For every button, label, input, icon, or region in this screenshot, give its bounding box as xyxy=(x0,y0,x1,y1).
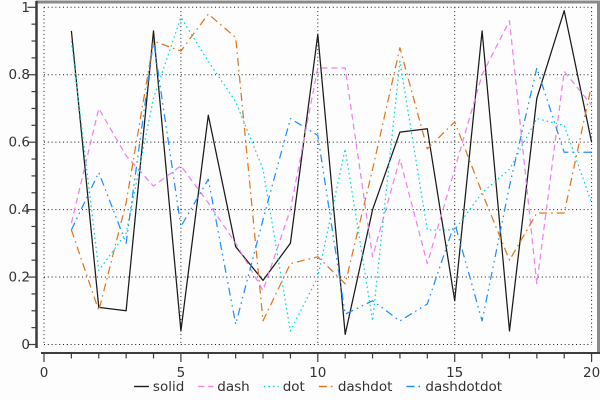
series-line-dash xyxy=(70,20,593,292)
legend-label-dashdot: dashdot xyxy=(338,379,393,395)
x-tick-label: 15 xyxy=(446,365,463,381)
y-tick-label: 0.8 xyxy=(9,67,30,83)
y-tick-label: 0 xyxy=(21,337,30,353)
series-line-dashdot xyxy=(70,13,593,322)
x-tick-label: 0 xyxy=(40,365,49,381)
y-tick-label: 0.6 xyxy=(9,135,30,151)
legend: solid dash dot dashdot dashdotdot xyxy=(133,379,502,395)
gridlines xyxy=(43,6,593,345)
x-tick-label: 5 xyxy=(177,365,186,381)
y-tick-label: 1 xyxy=(21,0,30,16)
x-tick-label: 10 xyxy=(309,365,326,381)
legend-item-dashdotdot: dashdotdot xyxy=(406,379,502,395)
legend-item-solid: solid xyxy=(133,379,184,395)
legend-label-dashdotdot: dashdotdot xyxy=(425,379,502,395)
series-line-dot xyxy=(70,16,593,332)
axis-ticks xyxy=(27,6,593,362)
legend-label-dash: dash xyxy=(217,379,249,395)
plot-frame xyxy=(35,0,600,354)
legend-item-dash: dash xyxy=(198,379,250,395)
legend-label-dot: dot xyxy=(283,379,305,395)
series-line-dashdotdot xyxy=(70,40,592,325)
series-line-solid xyxy=(70,10,593,336)
legend-item-dashdot: dashdot xyxy=(318,379,393,395)
y-tick-label: 0.4 xyxy=(9,202,30,218)
series-lines xyxy=(70,10,593,336)
x-tick-label: 20 xyxy=(583,365,600,381)
y-tick-label: 0.2 xyxy=(9,270,30,286)
legend-label-solid: solid xyxy=(153,379,184,395)
legend-item-dot: dot xyxy=(263,379,305,395)
